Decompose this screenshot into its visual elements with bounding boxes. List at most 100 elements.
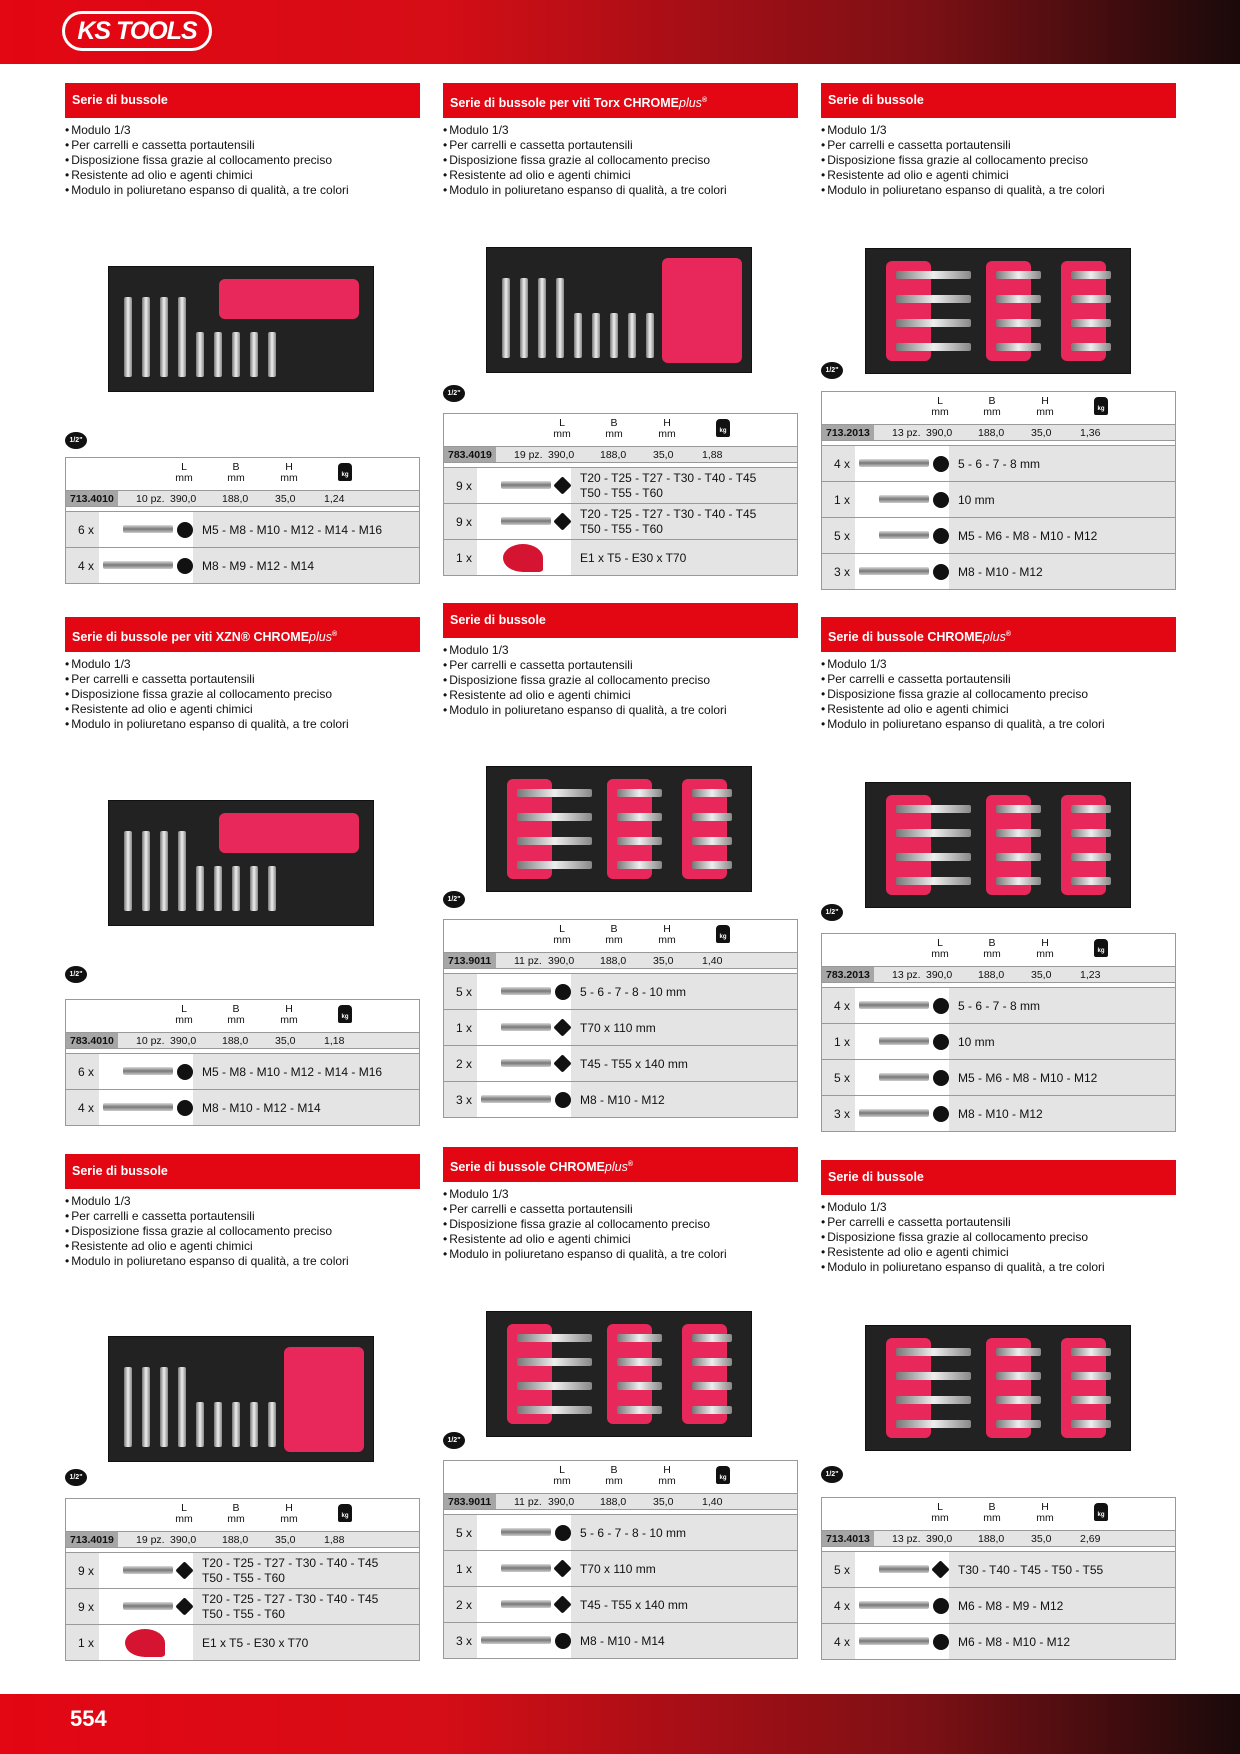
feature-item: Resistente ad olio e agenti chimici xyxy=(65,702,420,717)
feature-item: Per carrelli e cassetta portautensili xyxy=(443,138,798,153)
feature-item: Modulo 1/3 xyxy=(443,123,798,138)
item-sizes: M5 - M8 - M10 - M12 - M14 - M16 xyxy=(202,523,382,537)
drive-size-badge: 1/2" xyxy=(443,1432,465,1449)
item-quantity: 5 x xyxy=(834,1563,851,1577)
spec-gap xyxy=(66,507,419,511)
feature-item: Modulo in poliuretano espanso di qualità… xyxy=(821,717,1176,732)
torx-profile-icon xyxy=(553,512,572,531)
dimension-label: L xyxy=(559,923,565,935)
socket-bit xyxy=(196,332,204,377)
spec-value-b: 188,0 xyxy=(222,492,249,505)
unit-label: mm xyxy=(983,948,1001,960)
socket-bit xyxy=(214,1402,222,1447)
bit-illustration xyxy=(481,1095,551,1103)
dimension-label: L xyxy=(181,1003,187,1015)
feature-item: Disposizione fissa grazie al collocament… xyxy=(443,673,798,688)
card-title: Serie di bussole per viti XZN® CHROMEplu… xyxy=(65,617,420,652)
hex-profile-icon xyxy=(933,1634,949,1650)
item-sizes: 5 - 6 - 7 - 8 - 10 mm xyxy=(580,985,686,999)
hex-profile-icon xyxy=(555,984,571,1000)
drive-size-badge: 1/2" xyxy=(443,385,465,402)
bit-illustration xyxy=(501,987,551,995)
bit-illustration xyxy=(879,1073,929,1081)
socket-bit xyxy=(896,343,971,351)
item-quantity: 4 x xyxy=(834,1599,851,1613)
unit-label: mm xyxy=(983,1512,1001,1524)
socket-bit xyxy=(142,831,150,911)
article-code: 713.4019 xyxy=(66,1532,118,1547)
torx-profile-icon xyxy=(175,1597,194,1616)
socket-bit xyxy=(250,866,258,911)
spec-value-l: 390,0 xyxy=(170,1533,197,1546)
spec-value-h: 35,0 xyxy=(275,492,296,505)
unit-label: mm xyxy=(227,1014,245,1026)
feature-item: Disposizione fissa grazie al collocament… xyxy=(65,687,420,702)
feature-item: Per carrelli e cassetta portautensili xyxy=(65,1209,420,1224)
unit-label: mm xyxy=(553,1475,571,1487)
foam-insert xyxy=(662,258,742,363)
dimension-label: B xyxy=(610,1464,618,1476)
item-sizes-line: 5 - 6 - 7 - 8 - 10 mm xyxy=(580,985,687,999)
item-sizes: 10 mm xyxy=(958,493,995,507)
weight-icon: kg xyxy=(716,1466,730,1484)
item-quantity: 3 x xyxy=(834,1107,851,1121)
unit-label: mm xyxy=(931,948,949,960)
dimension-label: H xyxy=(285,461,293,473)
drive-size-badge: 1/2" xyxy=(65,966,87,983)
product-photo xyxy=(108,266,374,392)
socket-bit xyxy=(268,866,276,911)
spec-value-b: 188,0 xyxy=(600,1495,627,1508)
socket-bit xyxy=(692,789,732,797)
torx-profile-icon xyxy=(553,1559,572,1578)
card-title: Serie di bussole xyxy=(821,83,1176,118)
feature-item: Modulo 1/3 xyxy=(443,643,798,658)
hex-profile-icon xyxy=(555,1525,571,1541)
dimension-label: B xyxy=(232,461,240,473)
weight-icon: kg xyxy=(716,925,730,943)
feature-item: Resistente ad olio e agenti chimici xyxy=(443,1232,798,1247)
card-title-text: Serie di bussole CHROME xyxy=(450,1160,605,1175)
socket-bit xyxy=(692,1382,732,1390)
socket-bit xyxy=(232,332,240,377)
hex-profile-icon xyxy=(177,558,193,574)
item-picture xyxy=(855,1096,949,1131)
item-sizes: M5 - M6 - M8 - M10 - M12 xyxy=(958,1071,1097,1085)
unit-label: mm xyxy=(280,472,298,484)
spec-value-kg: 1,23 xyxy=(1080,968,1101,981)
socket-bit xyxy=(178,831,186,911)
bit-illustration xyxy=(103,1103,173,1111)
card-title: Serie di bussole xyxy=(443,603,798,638)
socket-bit xyxy=(574,313,582,358)
item-sizes: M8 - M10 - M12 xyxy=(580,1093,665,1107)
item-sizes: M8 - M10 - M12 - M14 xyxy=(202,1101,321,1115)
footer-bar xyxy=(0,1694,1240,1754)
hex-profile-icon xyxy=(933,492,949,508)
spec-item-row: 6 x M5 - M8 - M10 - M12 - M14 - M16 xyxy=(66,1053,419,1089)
product-card: Serie di bussole CHROMEplus® Modulo 1/3Pe… xyxy=(821,617,1176,732)
registered-mark: ® xyxy=(701,97,708,104)
socket-bit xyxy=(160,1367,168,1447)
spec-item-row: 1 x T70 x 110 mm xyxy=(444,1550,797,1586)
torx-profile-icon xyxy=(175,1561,194,1580)
socket-bit xyxy=(1071,853,1111,861)
feature-item: Resistente ad olio e agenti chimici xyxy=(821,702,1176,717)
weight-icon: kg xyxy=(716,419,730,437)
item-sizes-line: T20 - T25 - T27 - T30 - T40 - T45 xyxy=(202,1592,379,1606)
spec-gap xyxy=(444,969,797,973)
product-card: Serie di bussole Modulo 1/3Per carrelli e… xyxy=(821,83,1176,198)
item-picture xyxy=(855,1588,949,1623)
item-sizes: T20 - T25 - T27 - T30 - T40 - T45 T50 - T… xyxy=(202,1556,378,1586)
socket-bit xyxy=(617,1358,662,1366)
item-quantity: 4 x xyxy=(78,559,95,573)
item-picture xyxy=(477,1551,572,1586)
item-sizes: M8 - M9 - M12 - M14 xyxy=(202,559,314,573)
hex-profile-icon xyxy=(555,1092,571,1108)
